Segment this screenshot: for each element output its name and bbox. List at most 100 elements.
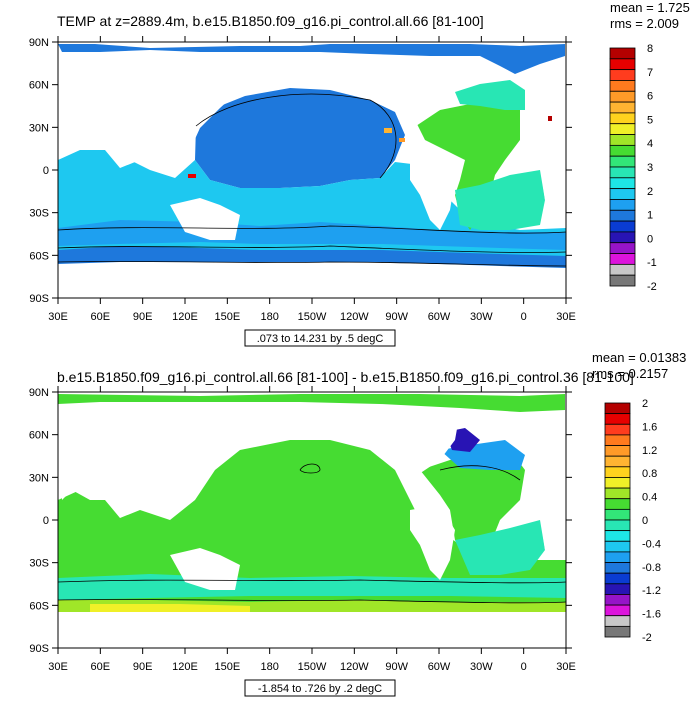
lon-tick-label: 120W: [340, 661, 369, 673]
panel-1-australia-land: [170, 198, 240, 240]
colorbar-label: -0.8: [642, 562, 661, 574]
colorbar-label: 0.8: [642, 468, 657, 480]
panel-2: b.e15.B1850.f09_g16.pi_control.all.66 [8…: [29, 350, 686, 697]
panel-2-south-atlantic: [455, 520, 545, 575]
lon-tick-label: 180: [260, 661, 278, 673]
colorbar-swatch: [609, 253, 636, 265]
lon-tick-label: 30W: [470, 661, 493, 673]
lon-tick-label: 120E: [172, 661, 198, 673]
lon-tick-label: 60E: [91, 311, 111, 323]
colorbar-label: -1.6: [642, 609, 661, 621]
panel-2-africa-land: [525, 445, 565, 550]
lon-tick-label: 150E: [214, 311, 240, 323]
colorbar-swatch: [609, 112, 636, 125]
colorbar-label: 1.2: [642, 445, 657, 457]
lon-tick-label: 30E: [556, 661, 576, 673]
lon-tick-label: 150W: [298, 311, 327, 323]
lat-tick-label: 0: [43, 515, 49, 527]
colorbar-label: -2: [647, 281, 657, 293]
colorbar-swatch: [609, 199, 636, 211]
colorbar-swatch: [609, 166, 636, 179]
panel-1-map: [58, 42, 566, 298]
colorbar-label: 0: [642, 515, 648, 527]
colorbar-swatch: [604, 498, 631, 510]
colorbar-label: 2: [642, 398, 648, 410]
colorbar-swatch: [609, 274, 636, 287]
panel-1-mean: mean = 1.725: [610, 0, 690, 15]
colorbar-swatch: [604, 413, 631, 425]
lon-tick-label: 30W: [470, 311, 493, 323]
colorbar-swatch: [604, 562, 631, 574]
colorbar-swatch: [604, 423, 631, 436]
colorbar-swatch: [604, 594, 631, 606]
lon-tick-label: 90E: [133, 661, 153, 673]
panel-2-arctic: [58, 394, 565, 412]
colorbar-label: 7: [647, 67, 653, 79]
colorbar-label: 8: [647, 43, 653, 55]
panel-2-title: b.e15.B1850.f09_g16.pi_control.all.66 [8…: [57, 369, 634, 385]
colorbar-label: -1: [647, 257, 657, 269]
colorbar-swatch: [604, 434, 631, 446]
panel-2-rms: rms = 0.2157: [592, 366, 668, 381]
colorbar-swatch: [604, 445, 631, 457]
colorbar-swatch: [609, 47, 636, 60]
panel-1-range-label: .073 to 14.231 by .5 degC: [257, 333, 384, 345]
colorbar-swatch: [604, 519, 631, 532]
colorbar-swatch: [604, 402, 631, 415]
panel-1-namerica-land: [385, 58, 460, 130]
panel-1-eurasia-land: [62, 58, 240, 168]
colorbar-swatch: [609, 80, 636, 92]
panel-2-eurasia-land: [62, 408, 240, 518]
colorbar-label: -1.2: [642, 585, 661, 597]
colorbar-label: 0: [647, 233, 653, 245]
colorbar-swatch: [609, 134, 636, 146]
lon-tick-label: 120W: [340, 311, 369, 323]
colorbar-swatch: [604, 625, 631, 638]
panel-1-southern-deep: [58, 246, 566, 268]
panel-1-africa-land: [525, 95, 565, 200]
lon-tick-label: 30E: [48, 311, 68, 323]
panel-2-colorbar: 2 1.6 1.2 0.8 0.4 0 -0.4 -0.8 -1.2 -1.6 -2: [604, 398, 661, 644]
colorbar-label: 0.4: [642, 492, 657, 504]
panel-2-samerica-land: [410, 505, 455, 580]
lat-tick-label: 60S: [29, 600, 49, 612]
panel-1-antarctica-land: [58, 270, 566, 298]
lon-tick-label: 90E: [133, 311, 153, 323]
panel-2-mean: mean = 0.01383: [592, 350, 686, 365]
colorbar-label: 2: [647, 186, 653, 198]
colorbar-swatch: [609, 177, 636, 190]
colorbar-swatch: [609, 155, 636, 168]
colorbar-swatch: [604, 508, 631, 521]
lon-tick-label: 30E: [48, 661, 68, 673]
panel-1-samerica-land: [410, 155, 455, 230]
colorbar-swatch: [609, 242, 636, 254]
panel-2-map: [58, 392, 566, 648]
lat-tick-label: 90N: [29, 37, 49, 49]
panel-2-antarctica-land: [58, 616, 566, 648]
panel-1-lat-labels: 90N 60N 30N 0 30S 60S 90S: [29, 37, 572, 305]
colorbar-swatch: [604, 466, 631, 478]
panel-2-lon-labels: 30E 60E 90E 120E 150E 180 150W 120W 90W 60W 30W 0 30…: [48, 386, 576, 673]
colorbar-swatch: [604, 572, 631, 585]
panel-1-rms: rms = 2.009: [610, 16, 679, 31]
colorbar-swatch: [604, 455, 631, 468]
lon-tick-label: 60W: [428, 311, 451, 323]
colorbar-swatch: [604, 583, 631, 595]
lon-tick-label: 90W: [385, 311, 408, 323]
lon-tick-label: 0: [521, 311, 527, 323]
panel-2-range-box: [244, 679, 396, 697]
lat-tick-label: 30N: [29, 122, 49, 134]
lat-tick-label: 90S: [29, 293, 49, 305]
colorbar-swatch: [604, 604, 631, 617]
colorbar-swatch: [609, 231, 636, 244]
panel-1-atlantic-north: [455, 80, 525, 110]
colorbar-swatch: [604, 615, 631, 627]
panel-1-arctic-water: [58, 44, 565, 74]
lon-tick-label: 150W: [298, 661, 327, 673]
lat-tick-label: 0: [43, 165, 49, 177]
colorbar-swatch: [609, 101, 636, 114]
lon-tick-label: 60W: [428, 661, 451, 673]
lat-tick-label: 30S: [29, 208, 49, 220]
panel-1-lon-labels: 30E 60E 90E 120E 150E 180 150W 120W 90W 60W 30W 0 30…: [48, 36, 576, 323]
colorbar-swatch: [609, 90, 636, 103]
